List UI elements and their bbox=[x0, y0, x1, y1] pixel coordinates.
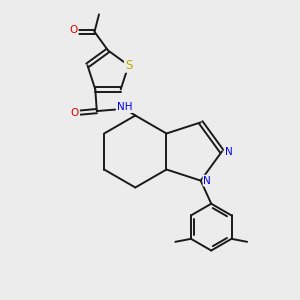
Text: N: N bbox=[225, 146, 232, 157]
Text: N: N bbox=[203, 176, 211, 186]
Text: NH: NH bbox=[117, 102, 132, 112]
Text: S: S bbox=[125, 59, 132, 72]
Text: O: O bbox=[71, 108, 79, 118]
Text: O: O bbox=[69, 25, 78, 35]
